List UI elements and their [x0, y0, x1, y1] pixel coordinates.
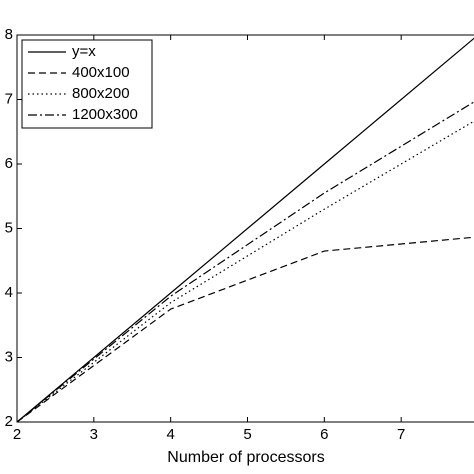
y-tick-label: 4 — [5, 284, 13, 301]
series-line — [16, 120, 474, 423]
x-tick-label: 6 — [320, 426, 328, 443]
series-line — [16, 37, 474, 423]
series-line — [16, 101, 474, 423]
y-tick-label: 2 — [5, 413, 13, 430]
x-tick-label: 2 — [13, 426, 21, 443]
y-tick-label: 7 — [5, 90, 13, 107]
legend-label: 800x200 — [72, 85, 130, 102]
y-tick-label: 8 — [5, 26, 13, 43]
legend-label: 1200x300 — [72, 106, 138, 123]
series-line — [16, 236, 474, 423]
y-tick-label: 3 — [5, 348, 13, 365]
x-tick-label: 4 — [166, 426, 174, 443]
legend-box — [21, 39, 153, 129]
y-tick-label: 6 — [5, 155, 13, 172]
x-axis-label: Number of processors — [167, 449, 324, 466]
x-tick-label: 5 — [243, 426, 251, 443]
x-tick-label: 7 — [397, 426, 405, 443]
x-tick-label: 3 — [90, 426, 98, 443]
y-tick-label: 5 — [5, 219, 13, 236]
legend-label: 400x100 — [72, 64, 130, 81]
legend-label: y=x — [72, 43, 96, 60]
